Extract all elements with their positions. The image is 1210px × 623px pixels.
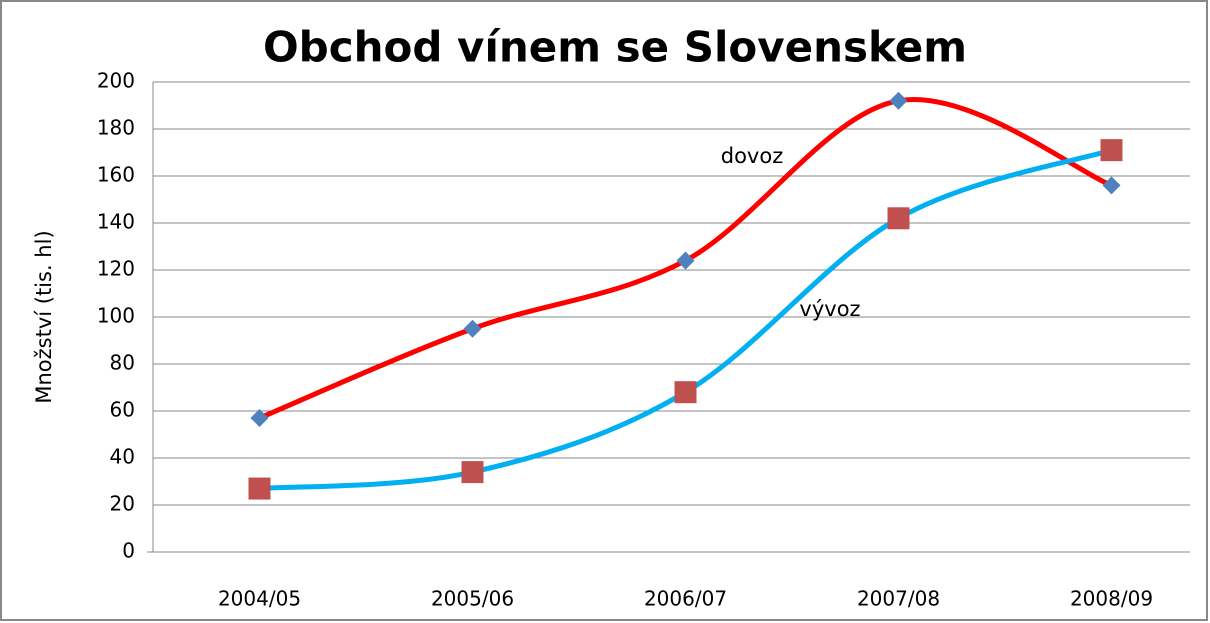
- marker: [889, 91, 908, 110]
- x-tick-label: 2006/07: [644, 587, 727, 611]
- y-tick-label: 100: [97, 304, 135, 328]
- y-tick-label: 80: [110, 351, 135, 375]
- y-tick-label: 0: [122, 539, 135, 563]
- y-tick-label: 120: [97, 257, 135, 281]
- series-label: dovoz: [721, 144, 783, 168]
- marker: [1102, 176, 1121, 195]
- x-tick-label: 2004/05: [218, 587, 301, 611]
- x-tick-label: 2008/09: [1070, 587, 1153, 611]
- marker: [250, 409, 269, 428]
- marker: [674, 381, 697, 404]
- x-tick-label: 2007/08: [857, 587, 940, 611]
- y-tick-label: 180: [97, 116, 135, 140]
- marker: [887, 207, 910, 230]
- marker: [676, 251, 695, 270]
- y-tick-label: 200: [97, 69, 135, 93]
- y-tick-label: 60: [110, 398, 135, 422]
- marker: [1100, 139, 1123, 162]
- marker: [248, 477, 271, 500]
- y-tick-label: 40: [110, 445, 135, 469]
- y-tick-label: 20: [110, 492, 135, 516]
- chart-title: Obchod vínem se Slovenskem: [263, 23, 967, 72]
- y-tick-label: 140: [97, 210, 135, 234]
- marker: [461, 461, 484, 484]
- series-label: vývoz: [799, 297, 860, 321]
- y-tick-label: 160: [97, 163, 135, 187]
- y-axis-label: Množství (tis. hl): [32, 230, 56, 403]
- x-tick-label: 2005/06: [431, 587, 514, 611]
- marker: [463, 319, 482, 338]
